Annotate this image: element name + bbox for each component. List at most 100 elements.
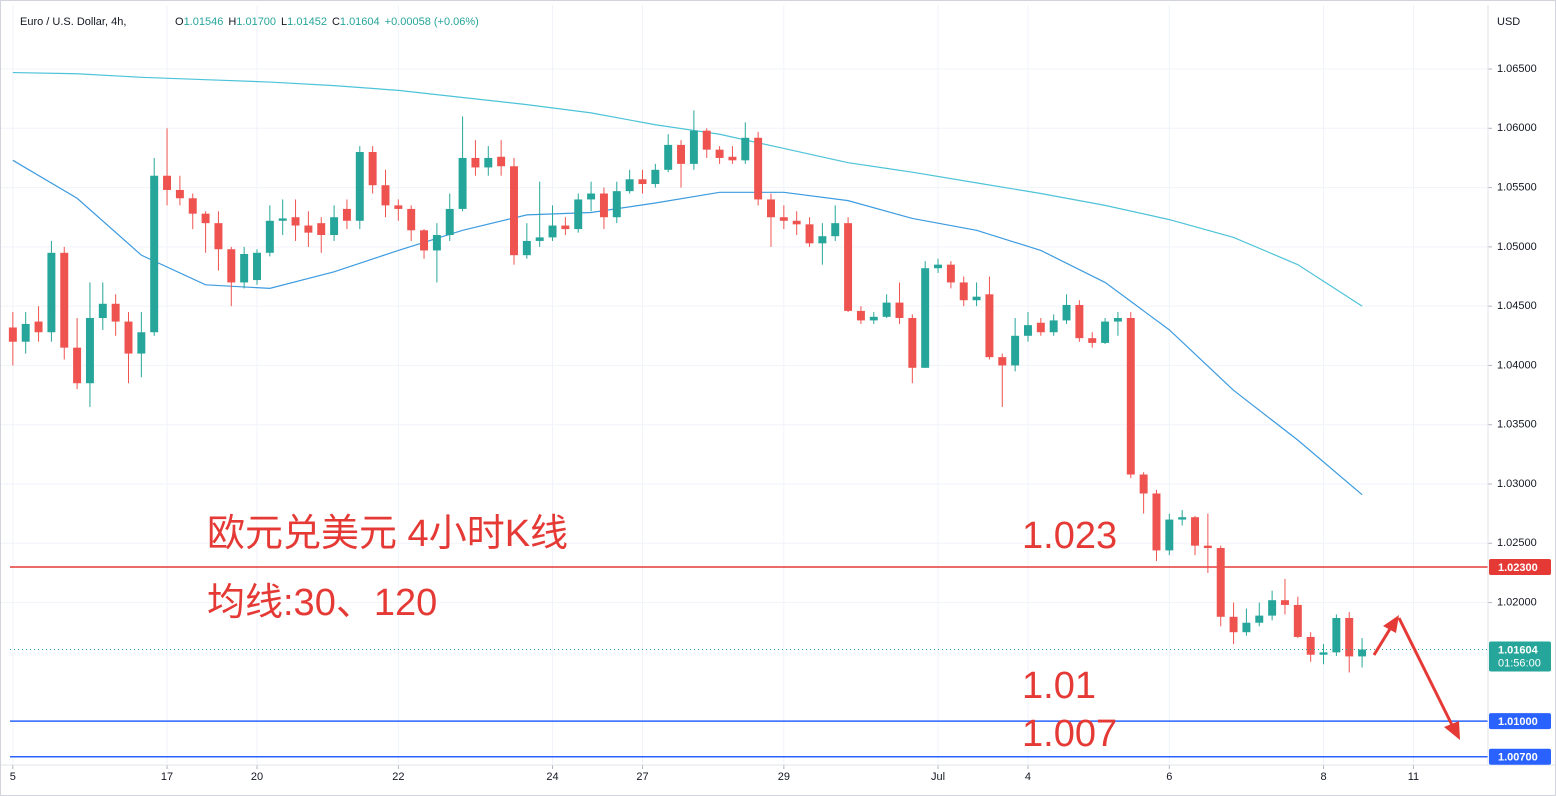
- candle-body: [1255, 615, 1264, 623]
- candle-body: [394, 205, 403, 209]
- candle-body: [677, 144, 686, 164]
- candle-body: [702, 130, 711, 150]
- countdown-label: 01:56:00: [1498, 657, 1541, 669]
- candle-body: [253, 252, 261, 281]
- candle-body: [1165, 519, 1174, 551]
- candle-body: [869, 316, 878, 321]
- candle-body: [1319, 652, 1328, 655]
- x-tick-label: 6: [1166, 771, 1172, 783]
- candle-body: [1139, 474, 1148, 494]
- candle-body: [420, 230, 429, 251]
- level-label: 1.00700: [1498, 752, 1538, 764]
- candle-body: [458, 157, 467, 209]
- candle-body: [1049, 320, 1058, 333]
- candle-body: [728, 156, 737, 161]
- y-tick-label: 1.06500: [1497, 63, 1537, 75]
- candle-body: [831, 223, 840, 237]
- candle-body: [21, 323, 30, 342]
- candle-body: [779, 217, 788, 221]
- candle-body: [1126, 318, 1135, 475]
- x-tick-label: 17: [161, 771, 173, 783]
- candle-body: [342, 208, 351, 221]
- ohlc-key: O: [175, 16, 184, 28]
- candle-body: [1101, 321, 1110, 343]
- candle-body: [1113, 318, 1122, 322]
- candle-body: [73, 347, 82, 384]
- candle-body: [599, 193, 608, 218]
- candle-body: [1306, 636, 1315, 655]
- level-label: 1.01000: [1498, 716, 1538, 728]
- annotation-ma: 均线:30、120: [207, 582, 437, 624]
- candle-body: [1332, 617, 1341, 653]
- candle-body: [882, 302, 891, 317]
- candle-body: [689, 130, 698, 164]
- candle-body: [921, 268, 930, 368]
- candle-body: [484, 157, 493, 168]
- candle-body: [664, 144, 673, 170]
- candle-body: [85, 318, 94, 384]
- last-price-box: [1489, 641, 1551, 672]
- candle-body: [8, 327, 17, 342]
- candle-body: [1178, 517, 1187, 520]
- x-tick-label: 5: [10, 771, 16, 783]
- candle-body: [715, 149, 724, 158]
- candle-body: [1216, 548, 1225, 617]
- candle-body: [895, 302, 904, 319]
- candle-body: [47, 252, 56, 333]
- candle-body: [1203, 545, 1212, 549]
- ohlc-key: H: [228, 16, 236, 28]
- x-tick-label: 8: [1320, 771, 1326, 783]
- forecast-arrow: [1372, 615, 1460, 740]
- level-label-box: [1489, 558, 1551, 575]
- y-tick-label: 1.03500: [1497, 419, 1537, 431]
- ohlc-value: 1.01546: [184, 16, 224, 28]
- ohlc-values: O1.01546 H1.01700 L1.01452 C1.01604 +0.00058…: [175, 16, 479, 28]
- y-tick-label: 1.05000: [1497, 241, 1537, 253]
- level-label-box: [1489, 748, 1551, 765]
- grid: 1.02000 1.02500 1.03000 1.03500 1.04000 1.045…: [0, 5, 1537, 783]
- candle-body: [587, 193, 596, 200]
- moving-average: [12, 71, 1363, 307]
- candle-body: [741, 137, 750, 161]
- y-tick-label: 1.06000: [1497, 122, 1537, 134]
- x-tick-label: 4: [1025, 771, 1031, 783]
- candle-body: [1280, 600, 1289, 605]
- y-tick-label: 1.04000: [1497, 359, 1537, 371]
- candle-body: [471, 157, 480, 168]
- y-tick-label: 1.05500: [1497, 181, 1537, 193]
- plot: [8, 71, 1488, 758]
- annotation-level: 1.007: [1022, 713, 1117, 755]
- ohlc: O1.01546 H1.01700 L1.01452 C1.01604 +0.00058…: [175, 16, 479, 28]
- candle-body: [163, 175, 172, 190]
- x-tick-label: 11: [1408, 771, 1419, 783]
- candle-body: [1191, 517, 1200, 546]
- candle-body: [111, 303, 120, 322]
- candle-body: [368, 152, 377, 186]
- y-tick-label: 1.02500: [1497, 537, 1537, 549]
- candle-body: [1229, 616, 1238, 633]
- candle-body: [497, 156, 506, 167]
- candle-body: [1075, 304, 1084, 339]
- candle-body: [214, 223, 223, 250]
- candle-body: [985, 294, 994, 358]
- candle-body: [445, 208, 454, 236]
- candle-body: [34, 321, 43, 333]
- candle-body: [1293, 604, 1302, 637]
- candle-body: [522, 240, 531, 256]
- candle-body: [278, 218, 287, 221]
- x-tick-label: 22: [392, 771, 404, 783]
- candle-body: [98, 303, 107, 319]
- currency: USD: [1497, 16, 1520, 28]
- candle-body: [959, 282, 968, 301]
- candle-body: [175, 189, 184, 199]
- y-tick-label: 1.04500: [1497, 300, 1537, 312]
- candle-body: [330, 217, 339, 236]
- candle-body: [908, 318, 917, 368]
- candle-body: [137, 332, 146, 354]
- candle-body: [548, 225, 557, 238]
- candle-body: [188, 198, 197, 214]
- candle-body: [1268, 600, 1277, 616]
- annotation-level: 1.01: [1022, 665, 1096, 707]
- candle-body: [561, 225, 570, 230]
